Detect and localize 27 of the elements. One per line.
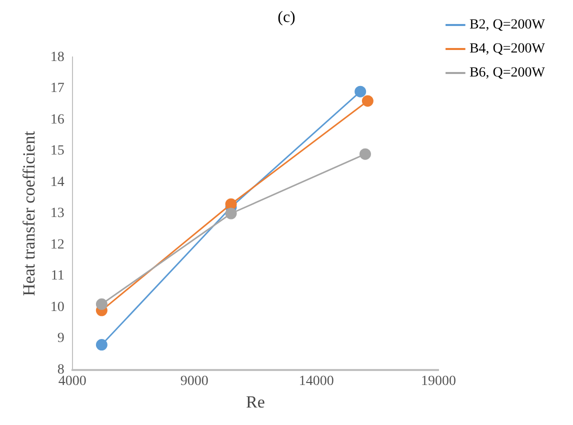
- legend-label: B4, Q=200W: [469, 42, 546, 57]
- x-tick-label: 4000: [58, 374, 86, 389]
- point: [96, 298, 108, 310]
- y-tick-label: 16: [50, 112, 64, 128]
- y-tick-label: 13: [50, 206, 64, 222]
- y-tick-label: 10: [50, 300, 64, 315]
- y-tick-label: 12: [50, 237, 64, 252]
- point: [225, 198, 237, 210]
- x-tick-label: 19000: [420, 374, 456, 389]
- legend-label: B6, Q=200W: [469, 66, 546, 81]
- x-axis-title: Re: [246, 392, 265, 412]
- legend-label: B2, Q=200W: [469, 18, 546, 33]
- y-tick-label: 14: [50, 174, 64, 190]
- point: [354, 86, 366, 98]
- point: [362, 95, 374, 107]
- x-tick-label: 9000: [180, 374, 208, 389]
- x-tick-label: 14000: [298, 374, 334, 389]
- y-tick-label: 18: [50, 50, 64, 65]
- y-tick-label: 15: [50, 144, 64, 159]
- y-tick-label: 11: [50, 268, 64, 284]
- y-tick-label: 9: [57, 331, 64, 346]
- point: [359, 148, 371, 160]
- chart-title: (c): [278, 8, 296, 26]
- point: [225, 208, 237, 220]
- point: [96, 339, 108, 351]
- y-axis-title: Heat transfer coefficient: [20, 130, 39, 296]
- y-tick-label: 17: [50, 81, 64, 96]
